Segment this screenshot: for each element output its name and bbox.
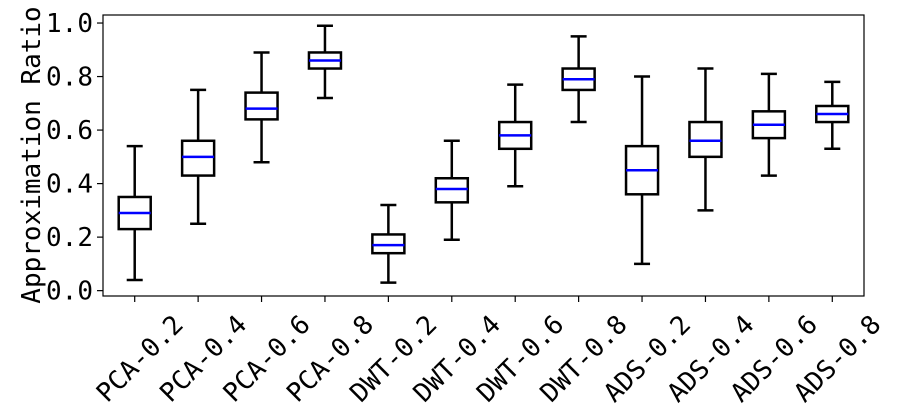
box-dwt-02 xyxy=(371,203,406,284)
x-axis: PCA-0.2PCA-0.4PCA-0.6PCA-0.8DWT-0.2DWT-0… xyxy=(91,296,887,408)
y-tick-label: 0.4 xyxy=(46,170,93,200)
box-dwt-04 xyxy=(434,139,470,242)
box-pca-02 xyxy=(117,144,152,282)
box-dwt-08 xyxy=(561,35,596,124)
y-tick-label: 0.8 xyxy=(46,63,93,93)
y-tick-label: 0.2 xyxy=(46,223,93,253)
boxes-group xyxy=(117,24,850,284)
y-axis: 0.0 0.2 0.4 0.6 0.8 1.0 xyxy=(46,9,103,307)
box-pca-06 xyxy=(244,51,279,164)
y-tick-label: 0.6 xyxy=(46,116,93,146)
box-ads-06 xyxy=(751,72,787,177)
box-pca-04 xyxy=(180,88,216,225)
iqr-box xyxy=(180,139,216,177)
box-ads-02 xyxy=(624,75,660,266)
box-dwt-06 xyxy=(497,83,533,188)
y-axis-label: Approximation Ratio xyxy=(17,6,47,303)
y-tick-label: 0.0 xyxy=(46,277,93,307)
plot-area xyxy=(102,14,865,297)
iqr-box xyxy=(688,120,723,159)
plot-frame xyxy=(102,14,865,297)
box-ads-04 xyxy=(688,67,723,212)
y-tick-label: 1.0 xyxy=(46,9,93,39)
box-pca-08 xyxy=(307,24,343,100)
iqr-box xyxy=(371,233,406,255)
iqr-box xyxy=(244,91,279,121)
box-ads-08 xyxy=(815,80,850,151)
iqr-box xyxy=(434,176,470,204)
